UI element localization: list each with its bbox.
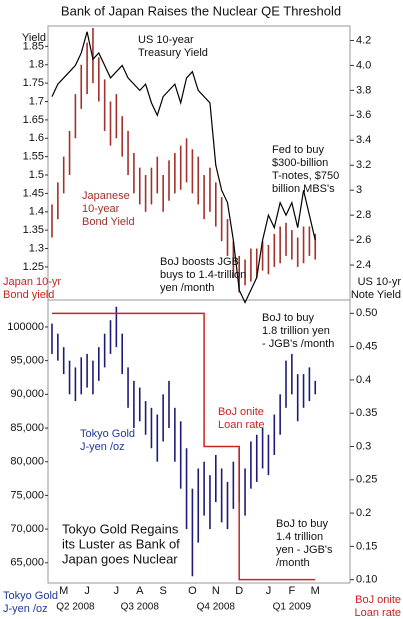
y2-tick-label: 0.25 [356, 474, 377, 486]
y-tick-label: 95,000 [10, 355, 44, 367]
y-tick-label: 1.85 [23, 40, 44, 52]
x-tick-label: O [188, 585, 197, 597]
annotation: Tokyo Gold [3, 590, 58, 602]
y2-tick-label: 2.4 [356, 259, 371, 271]
annotation: 1.8 trillion yen [262, 325, 330, 337]
annotation: Yield [22, 32, 46, 44]
y-tick-label: 1.3 [29, 242, 44, 254]
x-tick-label: S [159, 585, 166, 597]
y2-tick-label: 3.2 [356, 159, 371, 171]
annotation: Tokyo Gold Regains [62, 521, 179, 536]
y-tick-label: 1.45 [23, 187, 44, 199]
annotation: 10-year [82, 203, 120, 215]
y2-tick-label: 0.3 [356, 440, 371, 452]
x-tick-label: M [311, 585, 320, 597]
x-tick-label: F [288, 585, 295, 597]
y-tick-label: 1.25 [23, 261, 44, 273]
annotation: buys to 1.4-trillion [160, 269, 246, 281]
y-tick-label: 90,000 [10, 388, 44, 400]
annotation: - JGB's /month [262, 338, 334, 350]
chart-title: Bank of Japan Raises the Nuclear QE Thre… [61, 3, 341, 18]
annotation: Note Yield [351, 289, 401, 301]
y-tick-label: 1.4 [29, 206, 44, 218]
annotation: US 10-year [138, 34, 194, 46]
quarter-label: Q2 2008 [56, 602, 95, 613]
annotation: Fed to buy [272, 144, 324, 156]
y2-tick-label: 0.4 [356, 374, 371, 386]
annotation: Japan goes Nuclear [62, 551, 178, 566]
annotation: BoJ onite [355, 594, 401, 606]
y2-tick-label: 3 [356, 184, 362, 196]
annotation: Japan 10-yr [3, 276, 61, 288]
y-tick-label: 1.8 [29, 59, 44, 71]
x-tick-label: N [212, 585, 220, 597]
annotation: yen - JGB's [276, 544, 333, 556]
x-tick-label: D [235, 585, 243, 597]
annotation: yen /month [160, 282, 214, 294]
annotation: BoJ to buy [276, 518, 328, 530]
y2-tick-label: 0.15 [356, 540, 377, 552]
y-tick-label: 1.6 [29, 132, 44, 144]
annotation: $300-billion [272, 157, 328, 169]
annotation: Loan rate [218, 419, 264, 431]
annotation: Loan rate [355, 607, 401, 619]
y-tick-label: 85,000 [10, 422, 44, 434]
y-tick-label: 1.65 [23, 114, 44, 126]
y-tick-label: 1.55 [23, 151, 44, 163]
quarter-label: Q4 2008 [197, 602, 236, 613]
y-tick-label: 1.7 [29, 95, 44, 107]
annotation: T-notes, $750 [272, 170, 339, 182]
annotation: BoJ onite [218, 406, 264, 418]
y-tick-label: 80,000 [10, 456, 44, 468]
x-tick-label: J [114, 585, 120, 597]
y2-tick-label: 3.6 [356, 109, 371, 121]
quarter-label: Q1 2009 [273, 602, 312, 613]
y-tick-label: 1.75 [23, 77, 44, 89]
x-tick-label: M [59, 585, 68, 597]
y2-tick-label: 0.10 [356, 574, 377, 586]
y2-tick-label: 3.4 [356, 134, 371, 146]
y-tick-label: 75,000 [10, 489, 44, 501]
y-tick-label: 1.5 [29, 169, 44, 181]
y2-tick-label: 2.6 [356, 234, 371, 246]
annotation: J-yen /oz [3, 603, 48, 615]
annotation: Bond yield [3, 289, 54, 301]
x-tick-label: J [84, 585, 90, 597]
annotation: billion MBS's [272, 183, 335, 195]
y2-tick-label: 4.2 [356, 34, 371, 46]
y-tick-label: 65,000 [10, 557, 44, 569]
annotation: Bond Yield [82, 216, 135, 228]
y-tick-label: 1.35 [23, 224, 44, 236]
x-tick-label: A [136, 585, 144, 597]
y2-tick-label: 3.8 [356, 84, 371, 96]
annotation: BoJ to buy [262, 312, 314, 324]
plot-frame [47, 25, 351, 584]
annotation: US 10-yr [358, 276, 402, 288]
y2-tick-label: 0.35 [356, 407, 377, 419]
line-series [51, 31, 316, 304]
annotation: 1.4 trillion [276, 531, 323, 543]
annotation: /month [276, 557, 310, 569]
y2-tick-label: 0.2 [356, 507, 371, 519]
y2-tick-label: 0.50 [356, 307, 377, 319]
y-tick-label: 100000 [7, 321, 44, 333]
annotation: Tokyo Gold [80, 428, 135, 440]
annotation: Japanese [82, 190, 130, 202]
annotation: its Luster as Bank of [62, 536, 180, 551]
y2-tick-label: 4.0 [356, 59, 371, 71]
quarter-label: Q3 2008 [121, 602, 160, 613]
annotation: Treasury Yield [138, 47, 208, 59]
y2-tick-label: 2.8 [356, 209, 371, 221]
annotation: BoJ boosts JGB [160, 256, 239, 268]
annotation: J-yen /oz [80, 441, 125, 453]
y2-tick-label: 0.45 [356, 341, 377, 353]
y-tick-label: 70,000 [10, 523, 44, 535]
step-series [52, 312, 316, 581]
x-tick-label: J [266, 585, 272, 597]
